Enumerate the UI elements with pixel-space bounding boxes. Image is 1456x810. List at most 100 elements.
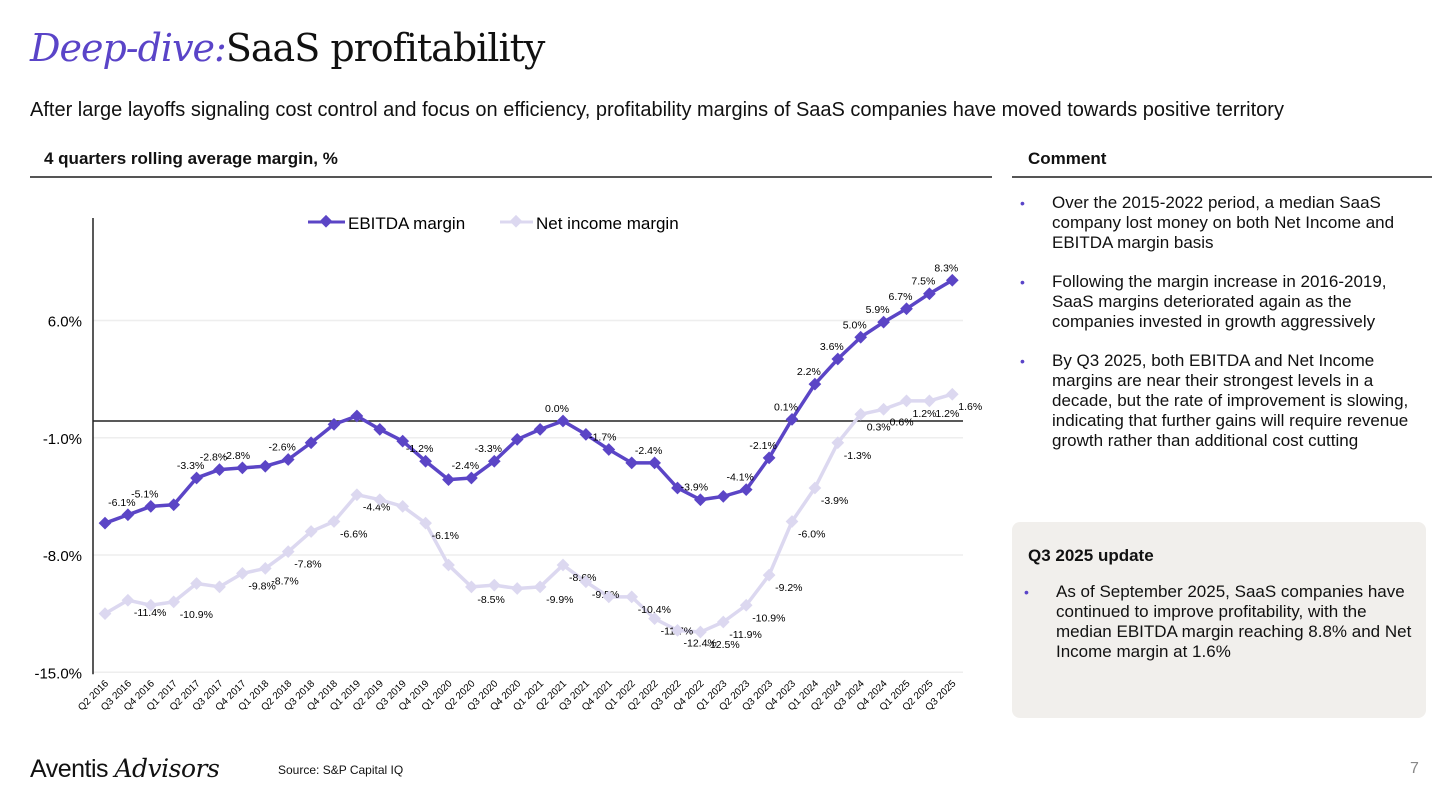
data-label: -3.9% — [681, 482, 708, 494]
data-label: 2.2% — [797, 366, 821, 378]
data-label: -1.2% — [406, 443, 433, 455]
data-point — [98, 516, 112, 530]
data-point — [258, 459, 272, 473]
data-point — [350, 409, 364, 423]
y-tick-label: -15.0% — [34, 665, 82, 682]
q3-update-box: Q3 2025 update As of September 2025, Saa… — [1012, 522, 1426, 718]
title-main: SaaS profitability — [225, 26, 545, 70]
data-label: -9.8% — [248, 580, 275, 592]
data-label: 3.6% — [820, 341, 844, 353]
data-point — [694, 493, 707, 507]
data-point — [465, 471, 478, 485]
source-note: Source: S&P Capital IQ — [278, 763, 404, 777]
data-label: 1.2% — [935, 408, 959, 420]
data-point — [190, 471, 203, 485]
data-point — [900, 394, 913, 408]
data-label: -12.4% — [684, 637, 717, 649]
data-label: -3.9% — [821, 495, 848, 507]
data-label: -10.4% — [638, 604, 671, 616]
y-tick-label: 6.0% — [48, 314, 82, 331]
data-point — [281, 453, 295, 466]
chart-header: 4 quarters rolling average margin, % — [44, 149, 338, 168]
update-header: Q3 2025 update — [1028, 546, 1154, 565]
comment-header: Comment — [1028, 149, 1107, 168]
y-tick-label: -8.0% — [43, 548, 82, 565]
data-point — [487, 578, 501, 592]
comment-bullet: By Q3 2025, both EBITDA and Net Income m… — [1018, 351, 1428, 451]
data-label: -3.3% — [475, 443, 502, 455]
data-label: -8.5% — [477, 594, 504, 606]
update-bullet: As of September 2025, SaaS companies hav… — [1022, 582, 1412, 662]
data-label: 7.5% — [911, 276, 935, 288]
data-label: -2.8% — [223, 450, 250, 462]
data-label: -9.2% — [775, 582, 802, 594]
data-label: -7.8% — [294, 559, 321, 571]
legend-net-income-label[interactable]: Net income margin — [536, 214, 679, 233]
data-label: -2.8% — [200, 452, 227, 464]
legend-net-income-marker — [509, 214, 523, 228]
series-line — [104, 278, 954, 525]
data-label: -5.1% — [131, 488, 158, 500]
data-label: -11.9% — [729, 629, 762, 641]
data-label: 1.2% — [913, 408, 937, 420]
chart-header-divider — [30, 176, 992, 178]
data-point — [716, 490, 730, 503]
data-label: -2.6% — [268, 442, 295, 454]
data-point — [533, 423, 547, 436]
update-list: As of September 2025, SaaS companies hav… — [1022, 582, 1412, 681]
data-point — [373, 493, 387, 507]
title-accent: Deep-dive: — [30, 26, 227, 70]
data-label: -12.5% — [706, 639, 739, 651]
ebitda-margin-series: -6.1%-5.1%-3.3%-2.8%-2.8%-2.6% -1.2%-2.4%… — [98, 262, 959, 530]
data-label: -2.4% — [635, 445, 662, 457]
data-label: -4.4% — [363, 502, 390, 514]
page-number: 7 — [1410, 760, 1419, 777]
logo-accent: Advisors — [114, 754, 220, 783]
data-label: -2.1% — [749, 440, 776, 452]
page-subtitle: After large layoffs signaling cost contr… — [30, 99, 1284, 121]
data-label: -4.1% — [726, 472, 753, 484]
data-point — [510, 582, 524, 595]
data-point — [945, 387, 959, 401]
data-label: -2.4% — [452, 460, 479, 472]
data-label: -3.3% — [177, 460, 204, 472]
data-label: -9.9% — [546, 594, 573, 606]
data-label: -11.4% — [134, 607, 167, 619]
data-point — [121, 508, 135, 522]
data-label: -1.7% — [589, 431, 616, 443]
data-label: 5.9% — [866, 304, 890, 316]
chart-legend: EBITDA margin Net income margin — [308, 214, 679, 233]
data-label: 0.1% — [774, 401, 798, 413]
data-point — [396, 434, 410, 448]
series-line — [104, 392, 953, 634]
data-label: -6.6% — [340, 529, 367, 541]
data-point — [373, 423, 387, 436]
data-point — [327, 417, 341, 431]
net-income-margin-series: -11.4% -10.9% -9.8%-8.7% -7.8% -6.6% -4.4% -6.… — [98, 387, 982, 651]
data-point — [487, 454, 501, 468]
data-label: 1.6% — [958, 401, 982, 413]
data-point — [213, 463, 226, 476]
legend-ebitda-label[interactable]: EBITDA margin — [348, 214, 465, 233]
data-label: -8.7% — [271, 575, 298, 587]
data-point — [304, 436, 318, 450]
data-label: -6.1% — [108, 497, 135, 509]
comment-header-divider — [1012, 176, 1432, 178]
data-point — [877, 402, 890, 416]
data-point — [350, 488, 364, 502]
data-label: 5.0% — [843, 319, 867, 331]
data-point — [419, 454, 432, 468]
data-label: -10.9% — [180, 609, 213, 621]
comment-bullet: Following the margin increase in 2016-20… — [1018, 272, 1428, 332]
logo-main: Aventis — [30, 755, 109, 783]
data-point — [923, 394, 936, 408]
data-label: -6.1% — [432, 530, 459, 542]
data-point — [167, 498, 181, 512]
legend-ebitda-marker — [319, 214, 333, 228]
data-label: -6.0% — [798, 529, 825, 541]
data-point — [396, 500, 410, 513]
data-label: 0.0% — [545, 403, 569, 415]
data-label: -10.9% — [752, 612, 785, 624]
data-label: 6.7% — [889, 291, 913, 303]
data-label: 8.3% — [934, 262, 958, 274]
